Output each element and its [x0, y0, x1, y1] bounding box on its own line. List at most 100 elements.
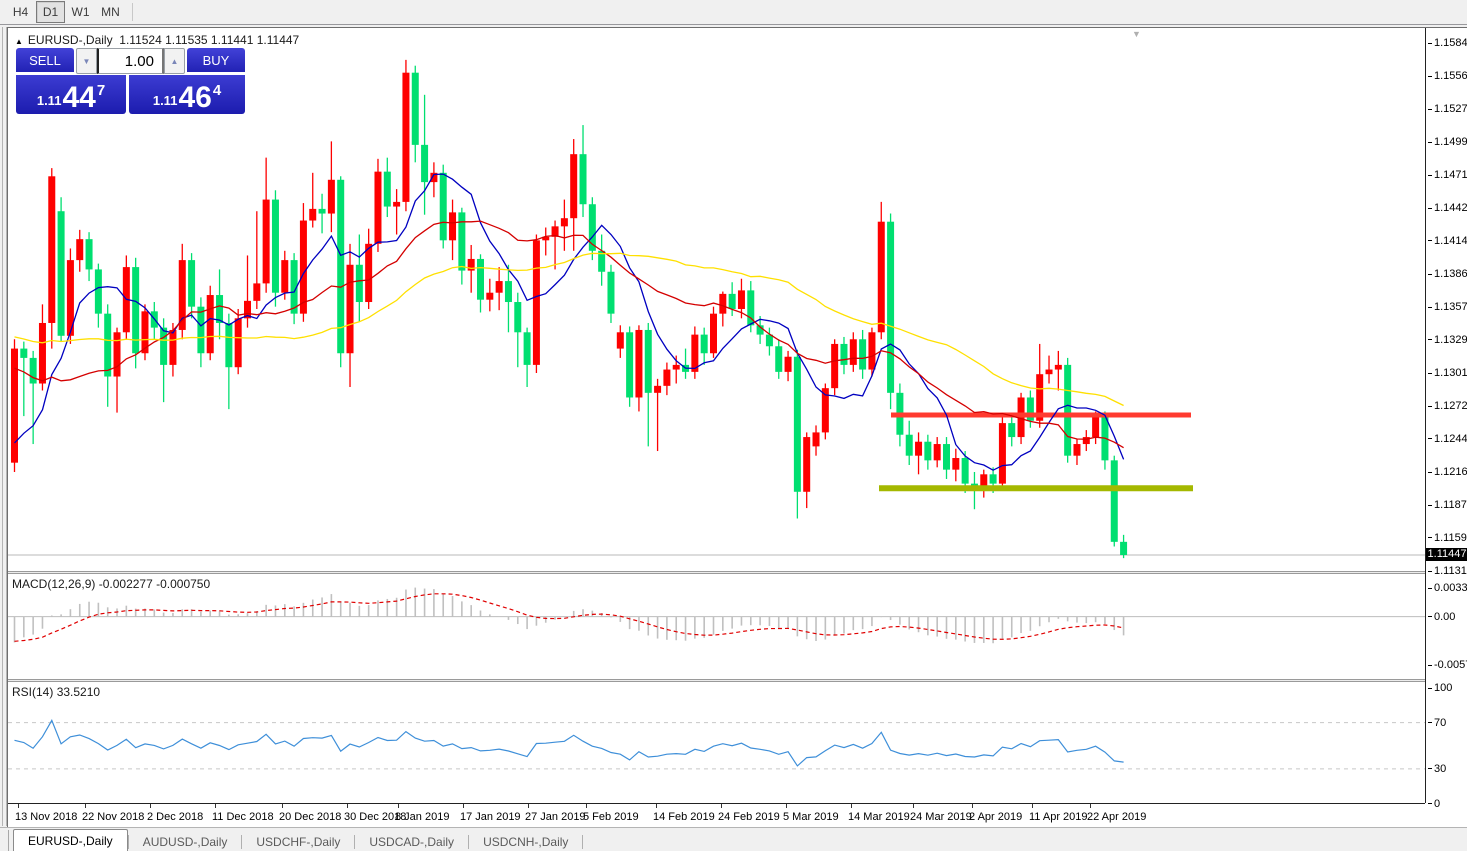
- candle-bear: [523, 332, 531, 365]
- rsi-panel[interactable]: [8, 682, 1425, 803]
- date-label: 5 Mar 2019: [783, 811, 839, 823]
- axis-tick-mark: [1428, 471, 1432, 473]
- price-tick: 1.14710: [1428, 169, 1467, 181]
- moving-average-8: [14, 173, 1125, 471]
- candle-bull: [76, 239, 84, 261]
- spinner-up-icon: ▲: [170, 56, 179, 66]
- toolbar-divider: [132, 3, 133, 21]
- tab-separator: [127, 835, 129, 849]
- candle-bear: [20, 348, 28, 358]
- candle-bear: [924, 441, 932, 461]
- candle-bull: [998, 423, 1006, 484]
- volume-input[interactable]: [97, 48, 164, 74]
- timeframe-toolbar: H4 D1 W1 MN: [0, 0, 1467, 25]
- chart-tab-usdcaddaily[interactable]: USDCAD-,Daily: [369, 834, 455, 849]
- candle-bear: [355, 264, 363, 303]
- axis-tick-mark: [1428, 306, 1432, 308]
- sell-button[interactable]: SELL: [16, 48, 74, 74]
- timeframe-buttons: H4 D1 W1 MN: [6, 1, 126, 23]
- one-click-trading-panel: SELL ▼ ▲ BUY 1.11 44 7 1.11 46 4: [16, 48, 245, 114]
- date-label: 14 Mar 2019: [848, 811, 910, 823]
- price-tick: 1.15560: [1428, 70, 1467, 82]
- axis-tick-mark: [1428, 273, 1432, 275]
- candle-bull: [980, 474, 988, 489]
- date-label: 27 Jan 2019: [525, 811, 586, 823]
- tab-scroll-handle[interactable]: [0, 830, 9, 851]
- candle-bear: [29, 357, 37, 384]
- timeframe-button-d1[interactable]: D1: [36, 1, 65, 23]
- timeframe-button-w1[interactable]: W1: [71, 5, 90, 19]
- candle-bull: [141, 311, 149, 354]
- rsi-value: 33.5210: [56, 685, 101, 699]
- chart-ohlc-values: 1.11524 1.11535 1.11441 1.11447: [119, 33, 300, 47]
- date-label: 17 Jan 2019: [460, 811, 521, 823]
- rsi-line: [14, 719, 1124, 767]
- symbol-tab-bar: EURUSD-,Daily AUDUSD-,Daily USDCHF-,Daily U…: [0, 827, 1467, 851]
- chart-shift-marker[interactable]: ▼: [1132, 29, 1141, 39]
- buy-button[interactable]: BUY: [187, 48, 245, 74]
- date-tick-mark: [1090, 804, 1091, 808]
- candle-bear: [747, 290, 755, 326]
- rsi-name: RSI(14): [12, 685, 54, 699]
- candle-bull: [933, 444, 941, 461]
- candle-bear: [514, 302, 522, 333]
- price-tick: 1.12445: [1428, 433, 1467, 445]
- axis-tick-mark: [1428, 722, 1432, 724]
- timeframe-button-h4[interactable]: H4: [12, 5, 29, 19]
- candle-bull: [449, 212, 457, 241]
- price-tick: 1.12725: [1428, 400, 1467, 412]
- buy-price-main: 46: [178, 81, 212, 114]
- candle-bear: [439, 172, 447, 241]
- collapse-icon[interactable]: ▲: [15, 37, 23, 46]
- buy-price-button[interactable]: 1.11 46 4: [129, 75, 245, 114]
- date-label: 24 Mar 2019: [910, 811, 972, 823]
- axis-tick-mark: [1428, 438, 1432, 440]
- panel-separator-rsi[interactable]: [8, 679, 1425, 682]
- chart-title-row: ▲ EURUSD-,Daily 1.11524 1.11535 1.11441 1…: [15, 33, 299, 47]
- candle-bull: [244, 300, 251, 319]
- axis-tick-mark: [1428, 587, 1432, 589]
- candle-bull: [48, 176, 56, 323]
- candle-bull: [234, 318, 242, 368]
- volume-decrease-button[interactable]: ▼: [76, 48, 97, 74]
- candle-bull: [877, 221, 885, 333]
- axis-tick-mark: [1428, 75, 1432, 77]
- sell-price-main: 44: [62, 81, 96, 114]
- macd-panel[interactable]: [8, 574, 1425, 679]
- left-splitter[interactable]: [2, 27, 7, 826]
- panel-separator-macd[interactable]: [8, 571, 1425, 574]
- candle-bear: [421, 144, 429, 183]
- candle-bear: [1026, 397, 1034, 421]
- rsi-tick: 100: [1428, 682, 1452, 694]
- date-tick-mark: [150, 804, 151, 808]
- moving-average-20: [14, 220, 1124, 449]
- chart-tab-usdcnhdaily[interactable]: USDCNH-,Daily: [483, 834, 569, 849]
- candle-bull: [849, 339, 857, 365]
- date-label: 8 Jan 2019: [395, 811, 450, 823]
- timeframe-button-mn[interactable]: MN: [101, 5, 120, 19]
- candle-bear: [1008, 423, 1016, 438]
- candle-bear: [160, 327, 168, 365]
- chart-tab-eurusddaily[interactable]: EURUSD-,Daily: [13, 829, 128, 851]
- price-chart[interactable]: [8, 29, 1425, 572]
- candle-bear: [775, 346, 783, 372]
- volume-increase-button[interactable]: ▲: [164, 48, 185, 74]
- date-label: 2 Apr 2019: [969, 811, 1023, 823]
- chart-tab-usdchfdaily[interactable]: USDCHF-,Daily: [256, 834, 341, 849]
- sell-price-button[interactable]: 1.11 44 7: [16, 75, 126, 114]
- candle-bear: [318, 208, 326, 214]
- candle-bull: [393, 201, 401, 207]
- candle-bull: [113, 332, 121, 377]
- date-label: 22 Nov 2018: [82, 811, 145, 823]
- price-tick: 1.12160: [1428, 466, 1467, 478]
- date-label: 20 Dec 2018: [279, 811, 342, 823]
- tab-separator: [241, 835, 243, 849]
- candle-bull: [952, 458, 960, 470]
- macd-tick: 0.00: [1428, 611, 1455, 623]
- buy-price-base: 1.11: [152, 93, 178, 108]
- candle-bull: [812, 432, 820, 447]
- candle-bear: [104, 313, 112, 377]
- candle-bull: [672, 364, 680, 370]
- date-label: 2 Dec 2018: [147, 811, 204, 823]
- chart-tab-audusddaily[interactable]: AUDUSD-,Daily: [142, 834, 228, 849]
